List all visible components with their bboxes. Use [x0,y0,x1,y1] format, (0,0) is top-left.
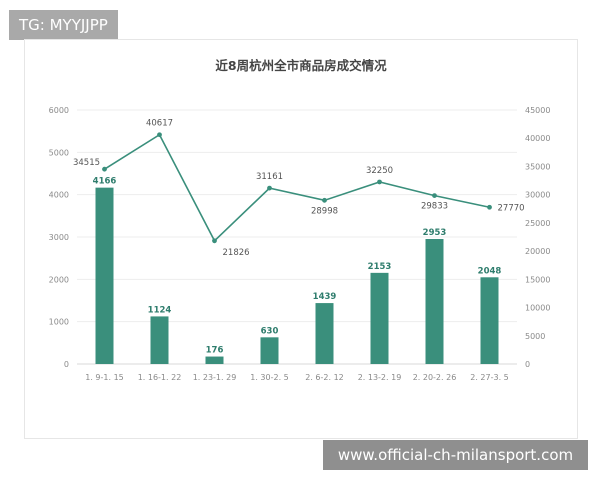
grid-layer [77,109,517,365]
line-point [157,132,162,138]
right-axis-tick: 30000 [525,191,550,200]
bar-value-label: 630 [261,326,279,336]
left-axis-tick: 6000 [49,106,69,115]
category-label: 1. 30-2. 5 [250,373,289,382]
right-axis-tick: 0 [525,360,530,369]
line-layer: 34515 40617 21826 31161 28998 32250 29833 27770 [73,119,525,258]
chart-title: 近8周杭州全市商品房成交情况 [215,58,387,73]
line-value-label: 29833 [421,202,448,212]
left-axis: 0 1000 2000 3000 4000 5000 6000 [49,106,69,369]
bar [150,316,169,364]
bar [425,238,444,364]
bar-value-label: 2953 [423,228,447,238]
bar-value-label: 4166 [93,177,117,187]
bar [370,272,389,364]
bar [315,303,334,364]
line-point [102,166,107,172]
right-axis-tick: 35000 [525,162,550,171]
line-point [212,238,217,244]
line-value-label: 34515 [73,158,100,168]
left-axis-tick: 1000 [49,318,69,327]
line-value-label: 21826 [223,248,250,258]
bar-value-label: 2048 [478,266,502,276]
right-axis-tick: 25000 [525,219,550,228]
bars-layer: 4166 1124 176 630 1439 2153 2953 2048 [93,177,502,364]
right-axis-tick: 40000 [525,134,550,143]
category-label: 2. 6-2. 12 [305,373,344,382]
right-axis-tick: 15000 [525,275,550,284]
chart-card: 近8周杭州全市商品房成交情况 0 1000 2000 3000 4000 5000 6000… [24,39,578,439]
right-axis-tick: 45000 [525,106,550,115]
line-value-label: 28998 [311,206,338,216]
line-value-label: 40617 [146,119,173,129]
bar-value-label: 1124 [148,305,172,315]
bar [260,337,279,364]
line-value-label: 32250 [366,166,393,176]
category-label: 1. 16-1. 22 [138,373,182,382]
line-point [377,179,382,185]
left-axis-tick: 3000 [49,233,69,242]
right-axis-tick: 10000 [525,304,550,313]
line-point [267,185,272,191]
line-point [322,197,327,203]
right-axis-tick: 20000 [525,247,550,256]
bar-value-label: 2153 [368,262,392,272]
category-label: 1. 9-1. 15 [85,373,124,382]
bar-value-label: 176 [206,346,224,356]
line-value-label: 31161 [256,172,283,182]
category-label: 1. 23-1. 29 [193,373,237,382]
line-value-label: 27770 [498,203,525,213]
category-label: 2. 27-3. 5 [470,373,509,382]
left-axis-tick: 5000 [49,148,69,157]
tag-badge: TG: MYYJJPP [9,10,118,40]
bar [480,277,499,364]
right-axis-tick: 5000 [525,332,545,341]
left-axis-tick: 2000 [49,275,69,284]
right-axis: 0 5000 10000 15000 20000 25000 30000 35000 40000… [525,106,550,369]
chart-svg: 近8周杭州全市商品房成交情况 0 1000 2000 3000 4000 5000 6000… [49,58,551,382]
line-point [487,204,492,210]
watermark-url: www.official-ch-milansport.com [323,440,588,470]
line-point [432,193,437,199]
left-axis-tick: 0 [64,360,69,369]
category-layer: 1. 9-1. 15 1. 16-1. 22 1. 23-1. 29 1. 30-2.… [85,373,509,382]
bar-value-label: 1439 [313,292,337,302]
bar [95,187,114,364]
category-label: 2. 13-2. 19 [358,373,402,382]
left-axis-tick: 4000 [49,191,69,200]
category-label: 2. 20-2. 26 [413,373,457,382]
line-series [104,133,490,243]
bar [205,356,224,364]
